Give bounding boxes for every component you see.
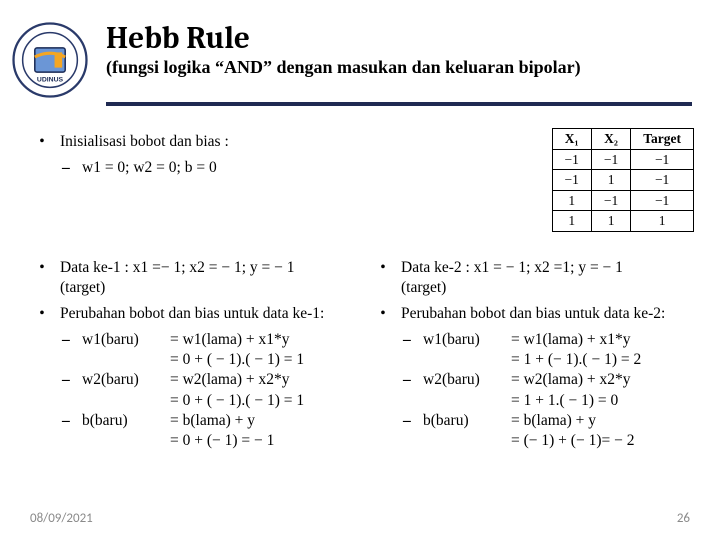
d1-w1-label: w1(baru): [82, 330, 170, 350]
slide-content: •Inisialisasi bobot dan bias : –w1 = 0; …: [0, 106, 720, 451]
table-row: 1−1−1: [552, 190, 694, 211]
title-block: Hebb Rule (fungsi logika “AND” dengan ma…: [106, 22, 692, 77]
data2-change: Perubahan bobot dan bias untuk data ke-2…: [401, 304, 665, 324]
data1-change: Perubahan bobot dan bias untuk data ke-1…: [60, 304, 324, 324]
d2-w2-eq2: = 1 + 1.( − 1) = 0: [511, 392, 618, 409]
data2-target: (target): [401, 279, 446, 296]
d2-w2-eq1: = w2(lama) + x2*y: [511, 371, 631, 388]
d2-w2-label: w2(baru): [423, 370, 511, 390]
init-values: w1 = 0; w2 = 0; b = 0: [82, 158, 217, 178]
truth-table-wrap: X₁X₂Target −1−1−1−11−11−1−1111: [552, 128, 695, 232]
d2-b-label: b(baru): [423, 411, 511, 431]
d1-w1-eq1: = w1(lama) + x1*y: [170, 331, 290, 348]
table-cell: −1: [631, 170, 694, 191]
d2-b-eq1: = b(lama) + y: [511, 412, 596, 429]
table-cell: 1: [591, 170, 630, 191]
table-row: 111: [552, 211, 694, 232]
bottom-row: •Data ke-1 : x1 =− 1; x2 = − 1; y = − 1(…: [36, 258, 696, 451]
table-cell: −1: [591, 149, 630, 170]
d1-w2-eq2: = 0 + ( − 1).( − 1) = 1: [170, 392, 304, 409]
d1-w2-label: w2(baru): [82, 370, 170, 390]
init-line: Inisialisasi bobot dan bias :: [60, 132, 229, 152]
table-cell: 1: [552, 190, 591, 211]
d1-b-eq2: = 0 + (− 1) = − 1: [170, 432, 274, 449]
table-row: −11−1: [552, 170, 694, 191]
slide-subtitle: (fungsi logika “AND” dengan masukan dan …: [106, 57, 692, 78]
data2-line: Data ke-2 : x1 = − 1; x2 =1; y = − 1: [401, 259, 623, 276]
table-cell: −1: [591, 190, 630, 211]
d1-b-label: b(baru): [82, 411, 170, 431]
table-row: −1−1−1: [552, 149, 694, 170]
d2-w1-eq2: = 1 + (− 1).( − 1) = 2: [511, 351, 641, 368]
table-cell: −1: [631, 190, 694, 211]
table-header: X₁: [552, 129, 591, 150]
data2-column: •Data ke-2 : x1 = − 1; x2 =1; y = − 1(ta…: [377, 258, 696, 451]
d2-w1-label: w1(baru): [423, 330, 511, 350]
svg-text:UDINUS: UDINUS: [37, 76, 64, 83]
table-header: Target: [631, 129, 694, 150]
data1-target: (target): [60, 279, 105, 296]
d1-b-eq1: = b(lama) + y: [170, 412, 255, 429]
table-cell: −1: [552, 170, 591, 191]
slide-header: UDINUS Hebb Rule (fungsi logika “AND” de…: [0, 0, 720, 98]
init-block: •Inisialisasi bobot dan bias : –w1 = 0; …: [36, 132, 552, 184]
table-cell: −1: [552, 149, 591, 170]
footer-date: 08/09/2021: [30, 511, 93, 526]
table-cell: 1: [591, 211, 630, 232]
d2-w1-eq1: = w1(lama) + x1*y: [511, 331, 631, 348]
footer-page: 26: [677, 511, 690, 526]
top-row: •Inisialisasi bobot dan bias : –w1 = 0; …: [36, 132, 696, 232]
d2-b-eq2: = (− 1) + (− 1)= − 2: [511, 432, 634, 449]
truth-table: X₁X₂Target −1−1−1−11−11−1−1111: [552, 128, 695, 232]
university-logo: UDINUS: [12, 22, 88, 98]
data1-column: •Data ke-1 : x1 =− 1; x2 = − 1; y = − 1(…: [36, 258, 355, 451]
d1-w1-eq2: = 0 + ( − 1).( − 1) = 1: [170, 351, 304, 368]
table-cell: 1: [631, 211, 694, 232]
slide-footer: 08/09/2021 26: [0, 511, 720, 526]
slide-title: Hebb Rule: [106, 22, 692, 55]
d1-w2-eq1: = w2(lama) + x2*y: [170, 371, 290, 388]
data1-line: Data ke-1 : x1 =− 1; x2 = − 1; y = − 1: [60, 259, 295, 276]
table-cell: 1: [552, 211, 591, 232]
table-cell: −1: [631, 149, 694, 170]
table-header: X₂: [591, 129, 630, 150]
